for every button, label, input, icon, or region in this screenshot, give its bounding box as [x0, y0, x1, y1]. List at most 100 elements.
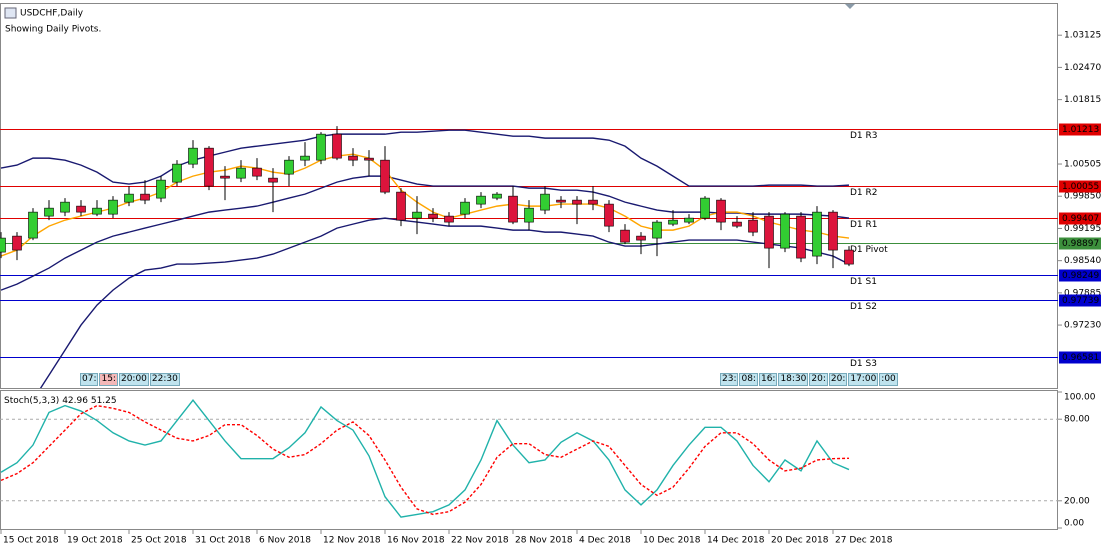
pivot-price-box: [1059, 351, 1101, 364]
candle-body: [140, 193, 150, 201]
stoch-title: Stoch(5,3,3) 42.96 51.25: [4, 396, 117, 406]
pivot-price-label: 0.98249: [1062, 271, 1099, 281]
candle-body: [28, 211, 38, 239]
candle-body: [764, 215, 774, 249]
session-label: 20:: [809, 373, 828, 386]
pivot-price-label: 1.00055: [1062, 182, 1099, 192]
pivot-label: D1 S1: [850, 277, 877, 287]
candle-body: [588, 199, 598, 205]
y-tick-label: 0.97885: [1064, 288, 1101, 298]
x-tick-label: 12 Nov 2018: [323, 536, 381, 546]
candle-body: [332, 133, 342, 159]
candle-body: [268, 177, 278, 183]
candle-body: [652, 221, 662, 239]
candle-body: [44, 207, 54, 217]
session-label: 20:: [828, 373, 848, 386]
indicator-line: [0, 399, 850, 518]
x-tick-label: 22 Nov 2018: [451, 536, 509, 546]
stoch-name: Stoch(5,3,3): [4, 396, 59, 406]
candle-body: [524, 207, 534, 223]
candle-body: [828, 211, 838, 251]
y-tick-label: 0.97230: [1064, 321, 1101, 331]
candle-body: [172, 163, 182, 183]
candle-body: [76, 205, 86, 213]
candle-body: [844, 249, 854, 265]
x-tick-label: 15 Oct 2018: [3, 536, 59, 546]
y-tick-label: 0.99850: [1064, 192, 1101, 202]
indicator-line: [39, 217, 850, 388]
y-tick-label: 1.02470: [1064, 63, 1101, 73]
y-tick-label: 0.99195: [1064, 224, 1101, 234]
indicator-line: [0, 129, 850, 187]
candle-body: [220, 175, 230, 179]
pivot-price-label: 0.96581: [1062, 353, 1099, 363]
symbol-icon: [4, 7, 17, 19]
candle-body: [236, 167, 246, 179]
y-tick-label: 0.00: [1064, 519, 1084, 529]
x-tick-label: 4 Dec 2018: [579, 536, 631, 546]
stoch-plot: [0, 399, 1058, 518]
candle-body: [188, 147, 198, 165]
session-label: 23:: [720, 373, 739, 386]
x-tick-label: 14 Dec 2018: [707, 536, 765, 546]
candle-body: [476, 195, 486, 205]
pivot-label: D1 Pivot: [850, 245, 888, 255]
pivot-label: D1 R3: [850, 131, 878, 141]
candle-body: [412, 211, 422, 219]
pivot-label: D1 R1: [850, 220, 878, 230]
session-label: 08:: [739, 373, 758, 386]
x-tick-label: 25 Oct 2018: [131, 536, 187, 546]
candle-body: [620, 229, 630, 243]
candle-body: [60, 201, 70, 213]
main-plot: D1 R3 D1 R2 D1 R1 D1 Pivot D1 S1 D1 S2 D1 S3: [0, 126, 1058, 388]
candle-body: [444, 215, 454, 223]
subtitle: Showing Daily Pivots.: [5, 25, 101, 35]
pivot-price-label: 1.01213: [1062, 125, 1099, 135]
pivot-price-box: [1059, 180, 1101, 193]
candle-body: [716, 199, 726, 223]
session-label: 15:: [99, 373, 118, 386]
candle-body: [604, 203, 614, 227]
y-tick-label: 1.01815: [1064, 95, 1101, 105]
candle-body: [300, 155, 310, 161]
session-label: 20:00: [118, 373, 149, 386]
candle-body: [92, 207, 102, 215]
y-tick-label: 0.98540: [1064, 256, 1101, 266]
y-tick-label: 1.00505: [1064, 160, 1101, 170]
stoch-signal-value: 51.25: [91, 396, 117, 406]
pivot-price-label: 0.97739: [1062, 296, 1099, 306]
candle-body: [796, 215, 806, 259]
candle-body: [572, 199, 582, 205]
x-tick-label: 19 Oct 2018: [67, 536, 123, 546]
pivot-price-label: 0.99407: [1062, 214, 1099, 224]
candle-body: [780, 213, 790, 249]
candle-body: [284, 159, 294, 175]
session-label: 17:00: [848, 373, 879, 386]
axes: 1.03125 1.02470 1.01815 1.00505 0.99850 0.991…: [0, 31, 1101, 546]
candle-body: [812, 211, 822, 257]
pivot-price-box: [1059, 212, 1101, 225]
session-label: :00: [879, 373, 898, 386]
candle-body: [636, 235, 646, 241]
candle-body: [204, 147, 214, 187]
candle-body: [380, 159, 390, 193]
candle-body: [508, 195, 518, 223]
session-label: 18:30: [778, 373, 809, 386]
candle-body: [252, 167, 262, 177]
y-tick-label: 80.00: [1064, 415, 1090, 425]
candle-body: [0, 237, 6, 253]
x-tick-label: 6 Nov 2018: [259, 536, 311, 546]
stoch-panel: [0, 390, 1058, 530]
candle-body: [12, 235, 22, 251]
x-tick-label: 16 Nov 2018: [387, 536, 445, 546]
candle-body: [348, 155, 358, 161]
shift-marker: [845, 4, 855, 9]
symbol-title: USDCHF,Daily: [20, 9, 84, 19]
x-tick-label: 27 Dec 2018: [835, 536, 893, 546]
candle-body: [540, 193, 550, 211]
main-panel: [0, 3, 1058, 389]
indicator-line: [0, 404, 850, 516]
pivot-price-label: 0.98897: [1062, 239, 1099, 249]
candle-body: [428, 213, 438, 219]
